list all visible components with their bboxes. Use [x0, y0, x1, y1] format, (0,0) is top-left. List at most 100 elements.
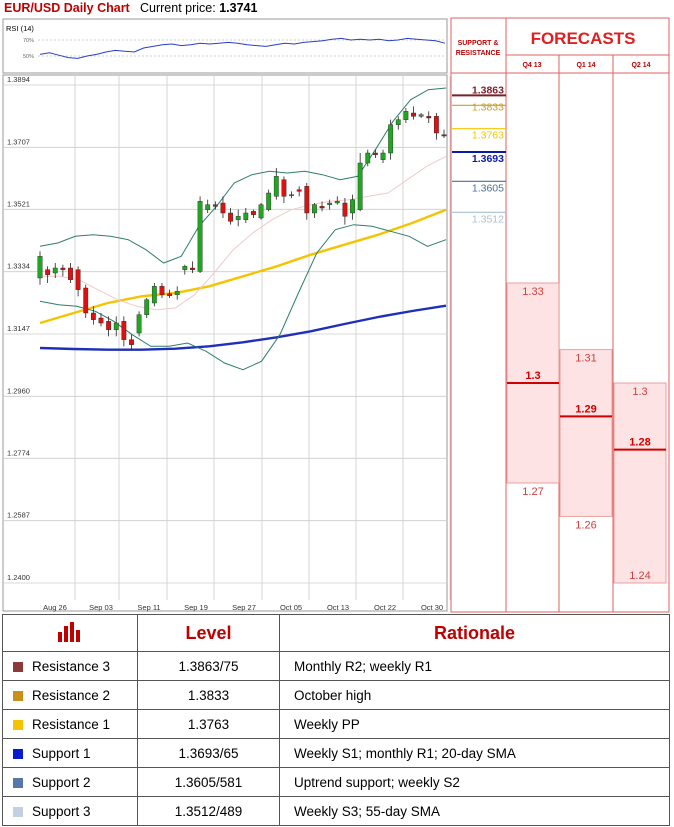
candle [212, 201, 218, 210]
levels-table: Level Rationale Resistance 3 1.3863/75 Mon… [2, 614, 670, 826]
candle [388, 119, 394, 160]
current-price: Current price: 1.3741 [140, 1, 257, 15]
candle [251, 209, 256, 218]
candle [37, 251, 43, 285]
rsi-line [39, 37, 446, 59]
level-swatch [13, 719, 23, 730]
forecast-high: 1.3 [632, 386, 647, 398]
rsi-tick-label: 70% [23, 38, 34, 44]
level-name-text: Support 1 [32, 745, 91, 761]
sr-level: 1.3763 [452, 128, 506, 142]
sr-level: 1.3605 [452, 180, 506, 194]
x-tick-label: Sep 19 [184, 603, 208, 612]
candle [174, 286, 180, 300]
current-price-label: Current price: [140, 1, 216, 15]
level-rationale: October high [279, 680, 670, 710]
level-rationale: Monthly R2; weekly R1 [279, 651, 670, 681]
forecast-high: 1.31 [575, 353, 596, 365]
candle [129, 334, 134, 350]
y-tick-label: 1.2960 [7, 386, 30, 395]
level-name: Support 2 [2, 767, 138, 797]
level-value: 1.3763 [137, 709, 280, 739]
level-swatch [13, 806, 23, 817]
x-tick-label: Sep 03 [89, 603, 113, 612]
quarter-header: Q1 14 [576, 62, 595, 69]
candle [197, 196, 203, 273]
rsi-title: RSI (14) [6, 24, 34, 33]
candle [75, 266, 81, 297]
200-day-sma-line [39, 304, 447, 351]
quarter-header: Q4 13 [522, 62, 541, 69]
candle [289, 191, 294, 198]
candle [167, 289, 172, 298]
candle [441, 129, 447, 138]
sr-level-label: 1.3605 [472, 182, 504, 194]
candle [121, 316, 127, 347]
candle [281, 176, 287, 203]
sr-level-label: 1.3693 [472, 153, 504, 165]
sr-header-line1: SUPPORT & [458, 40, 499, 47]
chart-canvas: RSI (14) 70% 50% 1.3894 1.3707 1.3521 1.3334… [2, 17, 670, 613]
candle [403, 108, 409, 123]
forecast-mid: 1.28 [629, 437, 650, 449]
candle [159, 283, 165, 298]
forecast-high: 1.33 [522, 286, 543, 298]
candle [228, 208, 233, 225]
table-row: Support 3 1.3512/489 Weekly S3; 55-day SMA [2, 796, 670, 826]
y-tick-label: 1.3147 [7, 324, 30, 333]
sr-level-label: 1.3863 [472, 84, 504, 96]
candle [304, 183, 310, 220]
candle [235, 209, 241, 227]
level-value: 1.3605/581 [137, 767, 280, 797]
x-tick-label: Oct 05 [280, 603, 302, 612]
level-name-text: Support 2 [32, 774, 91, 790]
level-name-text: Resistance 2 [32, 687, 111, 703]
bollinger-upper-line [39, 87, 447, 264]
x-tick-label: Sep 11 [137, 603, 160, 612]
candle [190, 261, 195, 273]
levels-logo [2, 614, 138, 652]
candle [372, 149, 378, 158]
quarter-header: Q2 14 [631, 62, 650, 69]
candle [266, 189, 272, 212]
candle [68, 263, 73, 283]
sr-level: 1.3863 [452, 84, 506, 97]
level-name-text: Resistance 3 [32, 658, 111, 674]
forecast-mid: 1.29 [575, 403, 596, 415]
candle [433, 113, 439, 140]
table-row: Support 2 1.3605/581 Uptrend support; week… [2, 767, 670, 797]
x-tick-label: Oct 13 [327, 603, 349, 612]
level-name: Resistance 2 [2, 680, 138, 710]
candle [334, 196, 340, 205]
candle [258, 203, 264, 220]
bar-chart-logo-icon [58, 621, 80, 642]
level-name-text: Support 3 [32, 803, 91, 819]
candle [395, 116, 401, 130]
forecast-low: 1.24 [629, 570, 650, 582]
candle [60, 264, 66, 277]
candle [136, 311, 142, 337]
sr-level-label: 1.3833 [472, 101, 504, 113]
level-name: Support 1 [2, 738, 138, 768]
table-row: Resistance 3 1.3863/75 Monthly R2; weekly … [2, 651, 670, 681]
level-name: Resistance 1 [2, 709, 138, 739]
candle [365, 149, 371, 167]
sr-level: 1.3512 [452, 211, 506, 225]
level-rationale: Weekly S1; monthly R1; 20-day SMA [279, 738, 670, 768]
forecasts-title: FORECASTS [531, 29, 636, 48]
sr-level-label: 1.3512 [472, 213, 504, 225]
y-tick-label: 1.2400 [7, 573, 30, 582]
y-tick-label: 1.3707 [7, 137, 30, 146]
candle [151, 283, 157, 307]
forecast-range: 1.33 1.3 1.27 [506, 282, 560, 498]
y-tick-label: 1.2587 [7, 511, 30, 520]
sr-level-label: 1.3763 [472, 130, 504, 142]
x-tick-label: Oct 22 [374, 603, 396, 612]
bollinger-lower-line [39, 224, 447, 371]
level-swatch [13, 690, 23, 701]
55-day-sma-line [39, 208, 447, 325]
x-tick-label: Sep 27 [232, 603, 256, 612]
candle [113, 316, 119, 337]
forecast-range: 1.31 1.29 1.26 [559, 349, 613, 531]
candle [45, 266, 51, 283]
